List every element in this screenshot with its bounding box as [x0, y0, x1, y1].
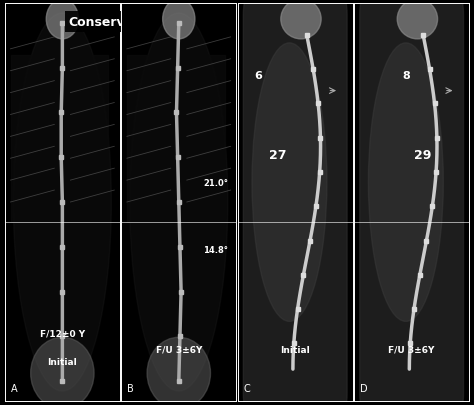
- Ellipse shape: [397, 0, 438, 40]
- Text: B: B: [127, 383, 134, 393]
- Ellipse shape: [130, 14, 228, 391]
- Text: Initial: Initial: [47, 357, 77, 366]
- Text: D: D: [360, 383, 367, 393]
- Text: Initial: Initial: [280, 345, 310, 354]
- Bar: [181, 55, 225, 222]
- Text: 8: 8: [402, 70, 410, 81]
- Bar: [10, 55, 55, 222]
- Text: A: A: [10, 383, 17, 393]
- Text: 29: 29: [414, 148, 432, 161]
- Text: C: C: [243, 383, 250, 393]
- Ellipse shape: [368, 44, 443, 322]
- FancyBboxPatch shape: [243, 0, 347, 405]
- Text: 6: 6: [255, 70, 262, 81]
- Ellipse shape: [13, 14, 111, 391]
- Text: 14.8°: 14.8°: [203, 246, 228, 255]
- Text: 27: 27: [269, 148, 287, 161]
- Text: F/12±0 Y: F/12±0 Y: [40, 329, 85, 338]
- Ellipse shape: [31, 337, 94, 405]
- FancyBboxPatch shape: [360, 0, 464, 405]
- Bar: [127, 55, 171, 222]
- Ellipse shape: [163, 0, 195, 40]
- Text: Conservative: Conservative: [68, 16, 160, 29]
- Ellipse shape: [147, 337, 210, 405]
- Ellipse shape: [46, 0, 79, 40]
- Ellipse shape: [252, 44, 327, 322]
- Bar: [64, 55, 109, 222]
- Text: F/U 3±6Y: F/U 3±6Y: [388, 345, 435, 354]
- Text: F/U 3±6Y: F/U 3±6Y: [155, 345, 202, 354]
- Ellipse shape: [281, 0, 321, 40]
- Text: 21.0°: 21.0°: [203, 178, 228, 187]
